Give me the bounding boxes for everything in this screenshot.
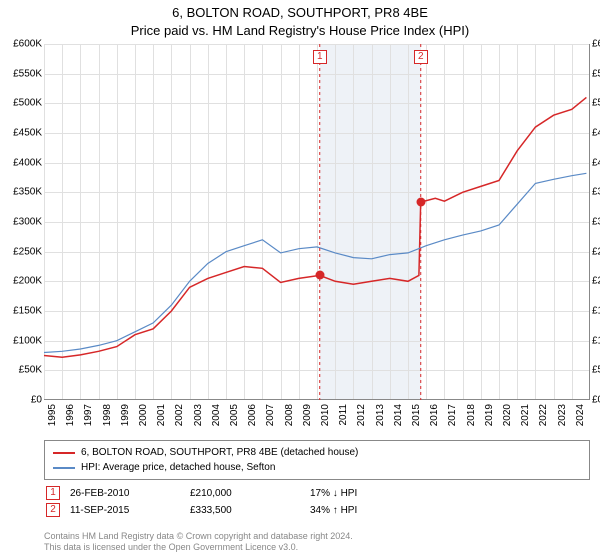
- y-tick-label-right: £300K: [592, 217, 600, 228]
- legend-events: 1 26-FEB-2010 £210,000 17% ↓ HPI 2 11-SEP-201…: [44, 486, 590, 517]
- y-tick-label-right: £400K: [592, 157, 600, 168]
- x-tick-label: 2017: [447, 404, 458, 426]
- legend-event-row: 2 11-SEP-2015 £333,500 34% ↑ HPI: [46, 503, 590, 517]
- legend-event-row: 1 26-FEB-2010 £210,000 17% ↓ HPI: [46, 486, 590, 500]
- y-tick-label-right: £200K: [592, 276, 600, 287]
- y-tick-label-right: £500K: [592, 98, 600, 109]
- y-tick-label: £550K: [2, 68, 42, 79]
- y-tick-label-right: £50K: [592, 365, 600, 376]
- x-tick-label: 2005: [229, 404, 240, 426]
- x-tick-label: 2020: [502, 404, 513, 426]
- y-tick-label: £100K: [2, 335, 42, 346]
- y-tick-label: £450K: [2, 128, 42, 139]
- legend-event-date: 11-SEP-2015: [70, 505, 180, 516]
- footer-line-2: This data is licensed under the Open Gov…: [44, 542, 353, 554]
- x-tick-label: 1997: [83, 404, 94, 426]
- x-tick-label: 2013: [375, 404, 386, 426]
- event-marker-dot: [416, 198, 425, 207]
- legend-event-delta: 17% ↓ HPI: [310, 488, 420, 499]
- x-tick-label: 1995: [47, 404, 58, 426]
- footer-attribution: Contains HM Land Registry data © Crown c…: [44, 531, 353, 554]
- legend-label: HPI: Average price, detached house, Seft…: [81, 460, 275, 475]
- title-line-1: 6, BOLTON ROAD, SOUTHPORT, PR8 4BE: [0, 4, 600, 22]
- y-tick-label-right: £250K: [592, 246, 600, 257]
- x-tick-label: 2014: [393, 404, 404, 426]
- y-tick-label: £350K: [2, 187, 42, 198]
- y-tick-label: £50K: [2, 365, 42, 376]
- y-tick-label-right: £450K: [592, 128, 600, 139]
- x-tick-label: 2008: [284, 404, 295, 426]
- legend: 6, BOLTON ROAD, SOUTHPORT, PR8 4BE (deta…: [44, 440, 590, 520]
- legend-event-badge: 1: [46, 486, 60, 500]
- x-tick-label: 2016: [429, 404, 440, 426]
- legend-event-badge: 2: [46, 503, 60, 517]
- legend-swatch: [53, 467, 75, 469]
- legend-event-price: £210,000: [190, 488, 300, 499]
- footer-line-1: Contains HM Land Registry data © Crown c…: [44, 531, 353, 543]
- series-line-hpi: [44, 173, 586, 352]
- x-tick-label: 2006: [247, 404, 258, 426]
- x-tick-label: 2018: [466, 404, 477, 426]
- y-tick-label: £600K: [2, 39, 42, 50]
- y-tick-label-right: £600K: [592, 39, 600, 50]
- x-tick-label: 1999: [120, 404, 131, 426]
- x-tick-label: 2010: [320, 404, 331, 426]
- x-tick-label: 2004: [211, 404, 222, 426]
- x-tick-label: 2009: [302, 404, 313, 426]
- y-tick-label: £200K: [2, 276, 42, 287]
- legend-swatch: [53, 452, 75, 454]
- x-tick-label: 1998: [102, 404, 113, 426]
- x-tick-label: 2024: [575, 404, 586, 426]
- x-tick-label: 2012: [356, 404, 367, 426]
- x-tick-label: 2001: [156, 404, 167, 426]
- event-marker-badge: 2: [414, 50, 428, 64]
- chart-plot-area: 12: [44, 44, 590, 400]
- y-tick-label: £400K: [2, 157, 42, 168]
- legend-event-date: 26-FEB-2010: [70, 488, 180, 499]
- y-tick-label-right: £100K: [592, 335, 600, 346]
- y-tick-label: £300K: [2, 217, 42, 228]
- x-tick-label: 2003: [193, 404, 204, 426]
- x-tick-label: 2000: [138, 404, 149, 426]
- x-tick-label: 2002: [174, 404, 185, 426]
- x-tick-label: 1996: [65, 404, 76, 426]
- chart-svg: [44, 44, 589, 399]
- chart-title: 6, BOLTON ROAD, SOUTHPORT, PR8 4BE Price…: [0, 0, 600, 39]
- legend-series-box: 6, BOLTON ROAD, SOUTHPORT, PR8 4BE (deta…: [44, 440, 590, 480]
- y-tick-label: £0: [2, 395, 42, 406]
- x-tick-label: 2011: [338, 404, 349, 426]
- root: 6, BOLTON ROAD, SOUTHPORT, PR8 4BE Price…: [0, 0, 600, 560]
- y-tick-label-right: £150K: [592, 306, 600, 317]
- legend-event-price: £333,500: [190, 505, 300, 516]
- series-line-price_paid: [44, 97, 586, 357]
- x-tick-label: 2015: [411, 404, 422, 426]
- y-tick-label: £150K: [2, 306, 42, 317]
- y-tick-label-right: £350K: [592, 187, 600, 198]
- legend-series-row: HPI: Average price, detached house, Seft…: [53, 460, 581, 475]
- y-tick-label-right: £550K: [592, 68, 600, 79]
- title-line-2: Price paid vs. HM Land Registry's House …: [0, 22, 600, 40]
- x-tick-label: 2019: [484, 404, 495, 426]
- y-tick-label-right: £0: [592, 395, 600, 406]
- event-marker-dot: [315, 271, 324, 280]
- legend-event-delta: 34% ↑ HPI: [310, 505, 420, 516]
- legend-label: 6, BOLTON ROAD, SOUTHPORT, PR8 4BE (deta…: [81, 445, 358, 460]
- legend-series-row: 6, BOLTON ROAD, SOUTHPORT, PR8 4BE (deta…: [53, 445, 581, 460]
- event-marker-badge: 1: [313, 50, 327, 64]
- y-tick-label: £500K: [2, 98, 42, 109]
- x-tick-label: 2023: [557, 404, 568, 426]
- x-tick-label: 2007: [265, 404, 276, 426]
- x-tick-label: 2021: [520, 404, 531, 426]
- x-tick-label: 2022: [538, 404, 549, 426]
- y-tick-label: £250K: [2, 246, 42, 257]
